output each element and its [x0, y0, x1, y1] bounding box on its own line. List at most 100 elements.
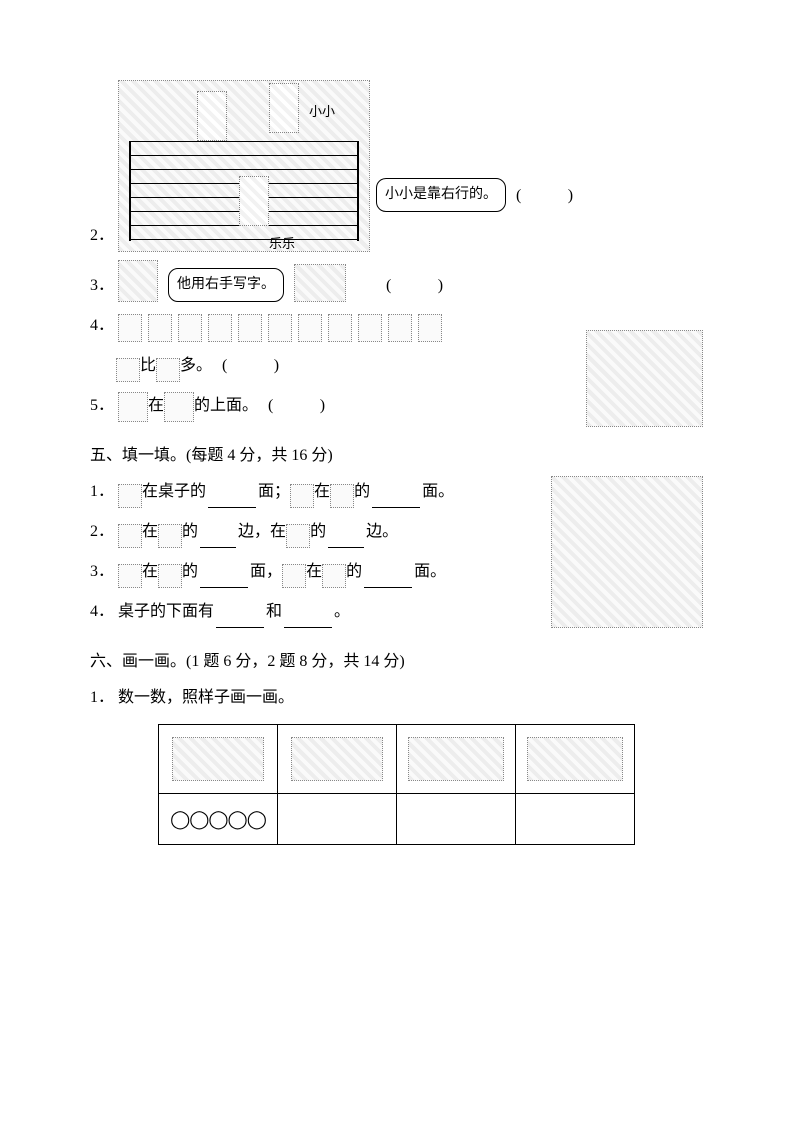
pear-icon: [156, 358, 180, 382]
desk-scene-image: [551, 476, 703, 628]
s5-q3: 3． 在 的 面， 在 的 面。: [90, 556, 539, 588]
desk-with-box-image: [586, 330, 703, 427]
q3-paren: ( ): [386, 270, 448, 302]
text: 在桌子的: [142, 476, 206, 508]
s5-q2: 2． 在 的 边，在 的 边。: [90, 516, 539, 548]
q4-compare-tail: 多。: [180, 350, 212, 382]
stairs-scene-image: 小小 乐乐: [118, 80, 370, 252]
q3-speech-bubble: 他用右手写字。: [168, 268, 284, 302]
text: 的: [182, 516, 198, 548]
q5-mid: 在: [148, 390, 164, 422]
section6-title: 六、画一画。(1 题 6 分，2 题 8 分，共 14 分): [90, 646, 703, 678]
text: 的: [182, 556, 198, 588]
blank: [284, 611, 332, 628]
label-xiaoxiao: 小小: [309, 99, 335, 125]
label-lele: 乐乐: [269, 231, 295, 257]
pear-icon: [238, 314, 262, 342]
books-icon: [118, 524, 142, 548]
flower-icons: [408, 737, 504, 781]
mouse-image: [118, 260, 158, 302]
text: 的: [354, 476, 370, 508]
q2-number: 2．: [90, 220, 114, 252]
text: 面。: [422, 476, 454, 508]
s5-q4: 4． 桌子的下面有 和 。: [90, 596, 539, 628]
q3-row: 3． 他用右手写字。 ( ): [90, 260, 703, 302]
s6-q1: 1． 数一数，照样子画一画。: [90, 682, 703, 714]
s5-q4-num: 4．: [90, 596, 114, 628]
flower-icon: [158, 524, 182, 548]
ladybug-icons: [527, 737, 623, 781]
s6-q1-num: 1．: [90, 682, 114, 714]
q5-paren: ( ): [268, 390, 330, 422]
text: 在: [314, 476, 330, 508]
cat-icon: [330, 484, 354, 508]
books-icon: [322, 564, 346, 588]
text: 的: [346, 556, 362, 588]
s5-q4-suffix: 。: [334, 596, 350, 628]
q4-row-compare: 比 多。 ( ): [116, 350, 574, 382]
pear-icon: [418, 314, 442, 342]
s5-q4-mid: 和: [266, 596, 282, 628]
text: 在: [142, 556, 158, 588]
ball-icon: [290, 484, 314, 508]
q4-number: 4．: [90, 310, 114, 342]
blank: [364, 571, 412, 588]
answer-cell: [397, 794, 516, 845]
cat-icon: [282, 564, 306, 588]
fruit-sequence: [118, 314, 442, 342]
table-row: [159, 725, 635, 794]
flower-icon: [118, 564, 142, 588]
q4-paren: ( ): [222, 350, 284, 382]
s6-q1-text: 数一数，照样子画一画。: [118, 682, 294, 714]
count-cell-2: [278, 725, 397, 794]
s5-q4-prefix: 桌子的下面有: [118, 596, 214, 628]
radish-icons: [291, 737, 383, 781]
q5-row: 5． 在 的上面。 ( ): [90, 390, 574, 422]
q3-number: 3．: [90, 270, 114, 302]
blank: [328, 531, 364, 548]
q4-compare-mid: 比: [140, 350, 156, 382]
count-cell-3: [397, 725, 516, 794]
text: 面。: [414, 556, 446, 588]
blank: [200, 571, 248, 588]
q5-tail: 的上面。: [194, 390, 258, 422]
example-circles: ◯◯◯◯◯: [170, 809, 266, 829]
s5-q3-num: 3．: [90, 556, 114, 588]
answer-cell-example: ◯◯◯◯◯: [159, 794, 278, 845]
text: 的: [310, 516, 326, 548]
strawberry-icon: [116, 358, 140, 382]
text: 在: [306, 556, 322, 588]
strawberry-icon: [298, 314, 322, 342]
cat-icon: [118, 484, 142, 508]
answer-cell: [516, 794, 635, 845]
exercise-book-icon: [164, 392, 194, 422]
pear-icon: [148, 314, 172, 342]
s5-q1: 1． 在桌子的 面； 在 的 面。: [90, 476, 539, 508]
count-cell-1: [159, 725, 278, 794]
pear-icon: [358, 314, 382, 342]
count-cell-4: [516, 725, 635, 794]
pencils-icon: [286, 524, 310, 548]
strawberry-icon: [268, 314, 292, 342]
text: 在: [142, 516, 158, 548]
answer-cell: [278, 794, 397, 845]
strawberry-icon: [118, 314, 142, 342]
strawberry-icon: [388, 314, 412, 342]
s5-q1-num: 1．: [90, 476, 114, 508]
text: 边。: [366, 516, 398, 548]
pear-icon: [328, 314, 352, 342]
cat-icon: [158, 564, 182, 588]
text: 面，: [250, 556, 282, 588]
blank: [216, 611, 264, 628]
blank: [200, 531, 236, 548]
blank: [372, 491, 420, 508]
table-row: ◯◯◯◯◯: [159, 794, 635, 845]
pear-icon: [178, 314, 202, 342]
q2-speech-bubble: 小小是靠右行的。: [376, 178, 506, 212]
text: 边，在: [238, 516, 286, 548]
q2-paren: ( ): [516, 180, 578, 212]
writing-hand-image: [294, 264, 346, 302]
count-table: ◯◯◯◯◯: [158, 724, 635, 845]
q2-row: 2． 小小 乐乐 小小是靠右行的。 ( ): [90, 80, 703, 252]
pencil-box-icon: [118, 392, 148, 422]
